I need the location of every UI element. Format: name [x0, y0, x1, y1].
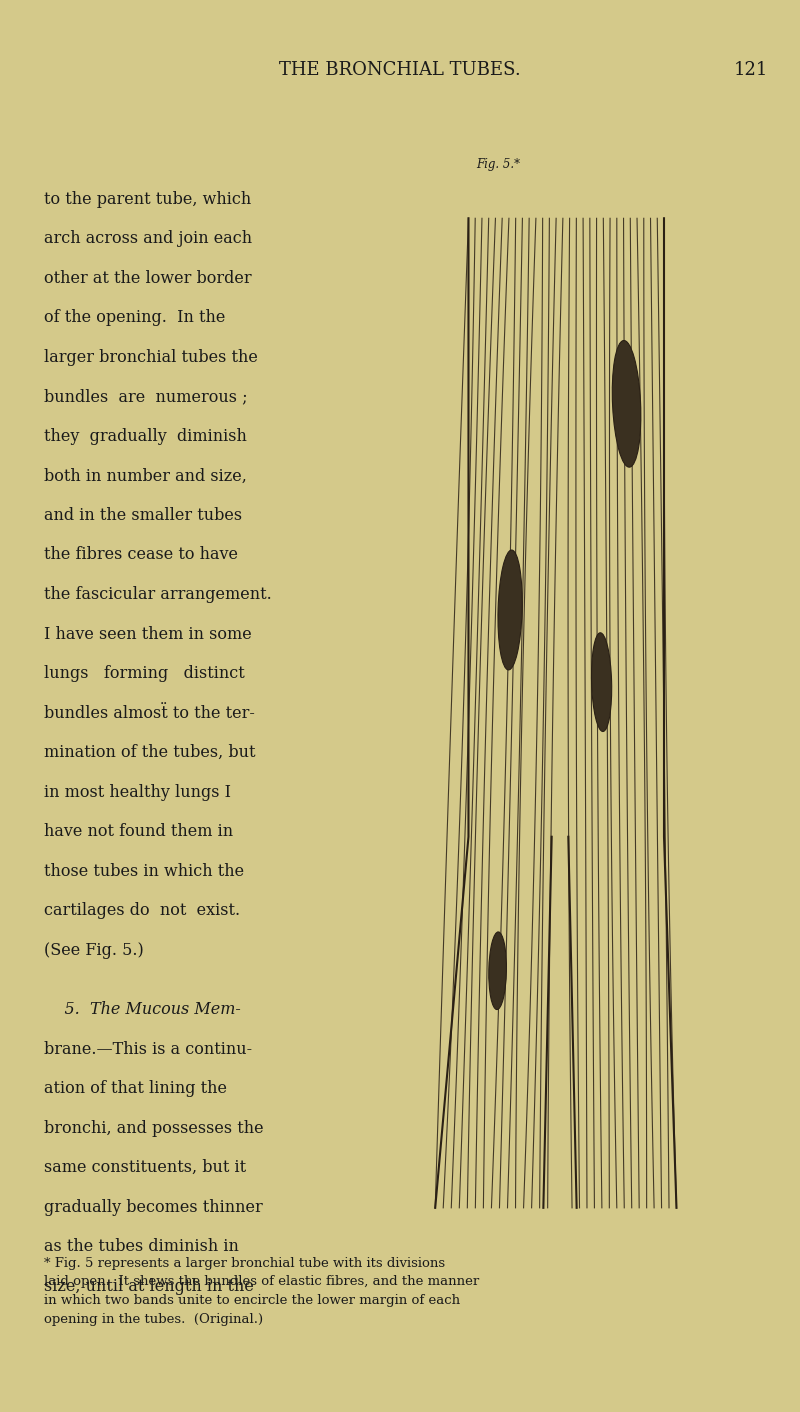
Text: and in the smaller tubes: and in the smaller tubes — [44, 507, 242, 524]
Text: have not found them in: have not found them in — [44, 823, 233, 840]
Text: opening in the tubes.  (Original.): opening in the tubes. (Original.) — [44, 1313, 263, 1326]
Text: to the parent tube, which: to the parent tube, which — [44, 191, 251, 208]
Text: I have seen them in some: I have seen them in some — [44, 626, 252, 642]
Text: laid open.  It shews the bundles of elastic fibres, and the manner: laid open. It shews the bundles of elast… — [44, 1275, 479, 1288]
Text: cartilages do  not  exist.: cartilages do not exist. — [44, 902, 240, 919]
Text: THE BRONCHIAL TUBES.: THE BRONCHIAL TUBES. — [279, 61, 521, 79]
Text: 5.  The Mucous Mem-: 5. The Mucous Mem- — [44, 1001, 241, 1018]
Text: they  gradually  diminish: they gradually diminish — [44, 428, 247, 445]
Text: (See Fig. 5.): (See Fig. 5.) — [44, 942, 144, 959]
Bar — [352, 198, 768, 1228]
Text: ation of that lining the: ation of that lining the — [44, 1080, 227, 1097]
Text: arch across and join each: arch across and join each — [44, 230, 252, 247]
Text: in which two bands unite to encircle the lower margin of each: in which two bands unite to encircle the… — [44, 1293, 460, 1308]
Text: bronchi, and possesses the: bronchi, and possesses the — [44, 1120, 264, 1137]
Text: Fig. 5.*: Fig. 5.* — [476, 158, 520, 171]
Ellipse shape — [489, 932, 506, 1010]
Text: the fascicular arrangement.: the fascicular arrangement. — [44, 586, 272, 603]
Text: * Fig. 5 represents a larger bronchial tube with its divisions: * Fig. 5 represents a larger bronchial t… — [44, 1257, 445, 1269]
Ellipse shape — [612, 340, 641, 467]
Text: in most healthy lungs I: in most healthy lungs I — [44, 784, 231, 801]
Text: bundles  are  numerous ;: bundles are numerous ; — [44, 388, 248, 405]
Text: size, until at length in the: size, until at length in the — [44, 1278, 254, 1295]
Text: same constituents, but it: same constituents, but it — [44, 1159, 246, 1176]
Text: larger bronchial tubes the: larger bronchial tubes the — [44, 349, 258, 366]
Text: 121: 121 — [734, 61, 768, 79]
Text: the fibres cease to have: the fibres cease to have — [44, 546, 238, 563]
Ellipse shape — [498, 551, 522, 669]
Text: gradually becomes thinner: gradually becomes thinner — [44, 1199, 262, 1216]
Text: those tubes in which the: those tubes in which the — [44, 863, 244, 880]
Text: of the opening.  In the: of the opening. In the — [44, 309, 226, 326]
Text: both in number and size,: both in number and size, — [44, 467, 247, 484]
Text: bundles almosẗ to the ter-: bundles almosẗ to the ter- — [44, 705, 255, 722]
Ellipse shape — [591, 633, 612, 731]
Text: brane.—This is a continu-: brane.—This is a continu- — [44, 1041, 252, 1058]
Text: mination of the tubes, but: mination of the tubes, but — [44, 744, 255, 761]
Text: lungs   forming   distinct: lungs forming distinct — [44, 665, 245, 682]
Text: as the tubes diminish in: as the tubes diminish in — [44, 1238, 239, 1255]
Text: other at the lower border: other at the lower border — [44, 270, 252, 287]
